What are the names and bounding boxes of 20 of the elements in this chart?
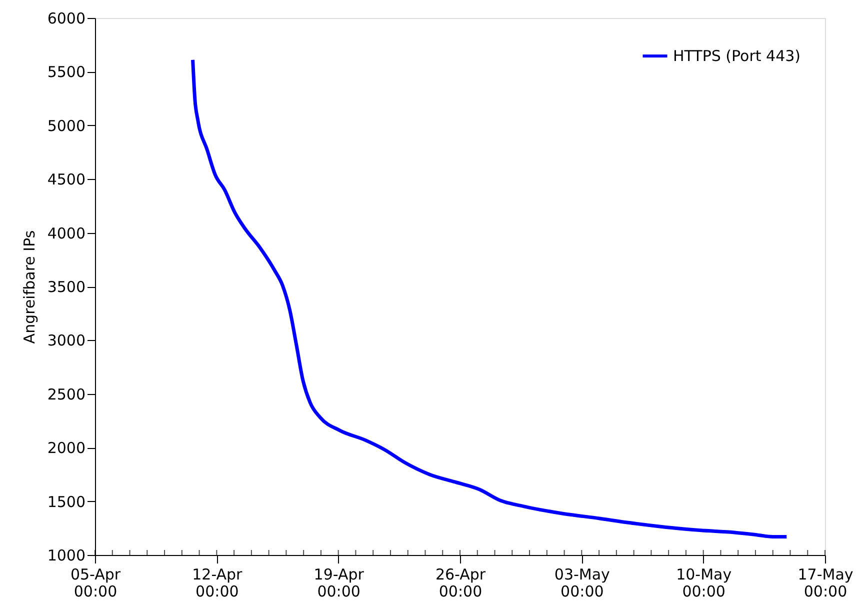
legend-label: HTTPS (Port 443) xyxy=(673,47,801,65)
y-tick-label: 2500 xyxy=(47,385,86,404)
x-tick-label: 19-Apr 00:00 xyxy=(314,566,365,600)
x-tick-label: 05-Apr 00:00 xyxy=(70,566,122,600)
x-tick-label: 17-May 00:00 xyxy=(798,566,854,600)
y-tick-label: 3500 xyxy=(47,278,86,296)
x-tick-label: 12-Apr 00:00 xyxy=(192,566,244,600)
y-tick-label: 6000 xyxy=(47,10,86,28)
y-tick-label: 3000 xyxy=(47,332,86,350)
y-tick-label: 5000 xyxy=(47,116,86,135)
y-axis-title: Angreifbare IPs xyxy=(20,230,38,344)
x-tick-label: 10-May 00:00 xyxy=(676,566,732,600)
y-tick-label: 1500 xyxy=(47,492,86,511)
y-tick-label: 2000 xyxy=(47,439,86,458)
y-tick-label: 4000 xyxy=(47,224,86,242)
y-tick-label: 4500 xyxy=(47,170,86,189)
x-tick-label: 03-May 00:00 xyxy=(554,566,610,600)
y-tick-label: 5500 xyxy=(47,63,86,82)
x-tick-label: 26-Apr 00:00 xyxy=(435,566,486,600)
y-tick-label: 1000 xyxy=(47,546,86,564)
